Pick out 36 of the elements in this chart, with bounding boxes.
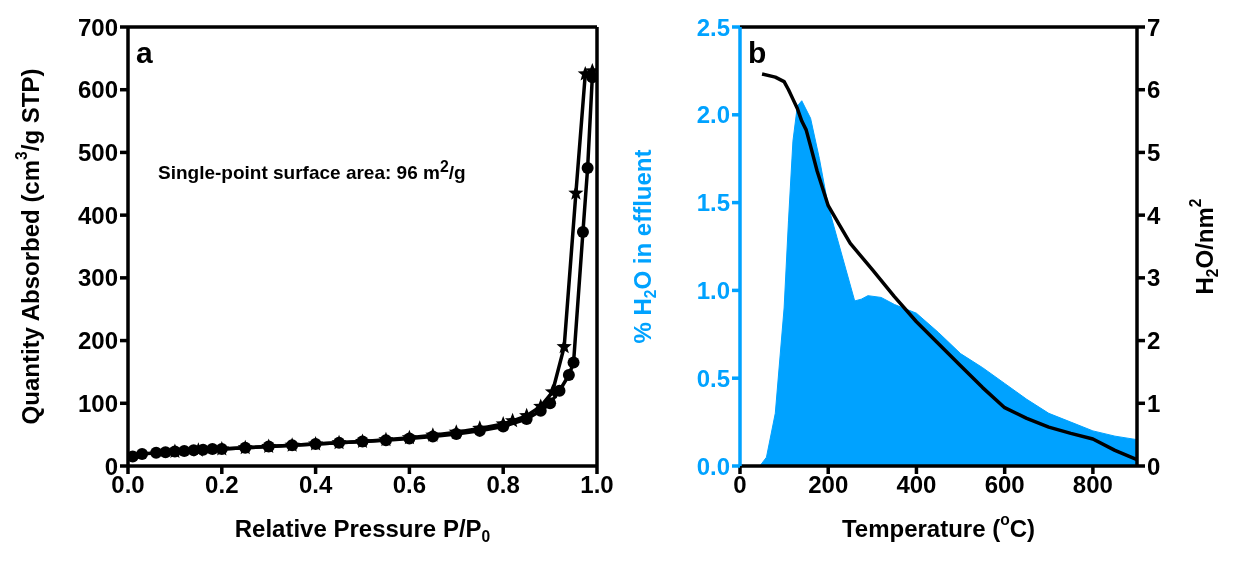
x-tick-label: 200	[808, 471, 849, 499]
y-tick-label: 500	[77, 138, 118, 166]
y2-tick-label: 6	[1147, 76, 1161, 104]
y-tick-label: 0.0	[696, 452, 730, 480]
y-tick-label: 700	[77, 13, 118, 41]
x-tick-label: 600	[984, 471, 1025, 499]
y-tick-label: 0.5	[696, 364, 730, 392]
y-tick-label: 100	[77, 389, 118, 417]
y2-tick-label: 5	[1147, 138, 1161, 166]
y-tick-label: 600	[77, 76, 118, 104]
y2-tick-label: 0	[1147, 452, 1161, 480]
y-tick-label: 1.5	[696, 189, 730, 217]
y-tick-label: 300	[77, 264, 118, 292]
x-tick-label: 0.2	[205, 471, 239, 499]
x-tick-label: 400	[896, 471, 937, 499]
y2-tick-label: 3	[1147, 264, 1161, 292]
x-tick-label: 0.4	[298, 471, 333, 499]
x-tick-label: 1.0	[580, 471, 614, 499]
x-axis-title: Relative Pressure P/P$_{0}$	[234, 514, 491, 545]
annotation: a	[136, 36, 153, 70]
y-tick-label: 400	[77, 201, 118, 229]
y2-tick-label: 7	[1147, 13, 1161, 41]
x-tick-label: 800	[1072, 471, 1113, 499]
annotation: Single-point surface area: 96 m$^{2}$/g	[158, 158, 466, 185]
y-tick-label: 2.5	[696, 13, 730, 41]
x-tick-label: 0.8	[486, 471, 520, 499]
y-tick-label: 1.0	[696, 276, 730, 304]
y2-tick-label: 2	[1147, 327, 1161, 355]
x-axis-title: Temperature ($^{o}$C)	[841, 511, 1036, 542]
annotation: b	[748, 36, 767, 70]
y-tick-label: 2.0	[696, 101, 730, 129]
x-tick-label: 0.6	[392, 471, 427, 499]
y2-tick-label: 1	[1147, 389, 1161, 417]
y-tick-label: 200	[77, 327, 118, 355]
x-tick-label: 0	[733, 471, 747, 499]
y2-tick-label: 4	[1147, 201, 1161, 229]
